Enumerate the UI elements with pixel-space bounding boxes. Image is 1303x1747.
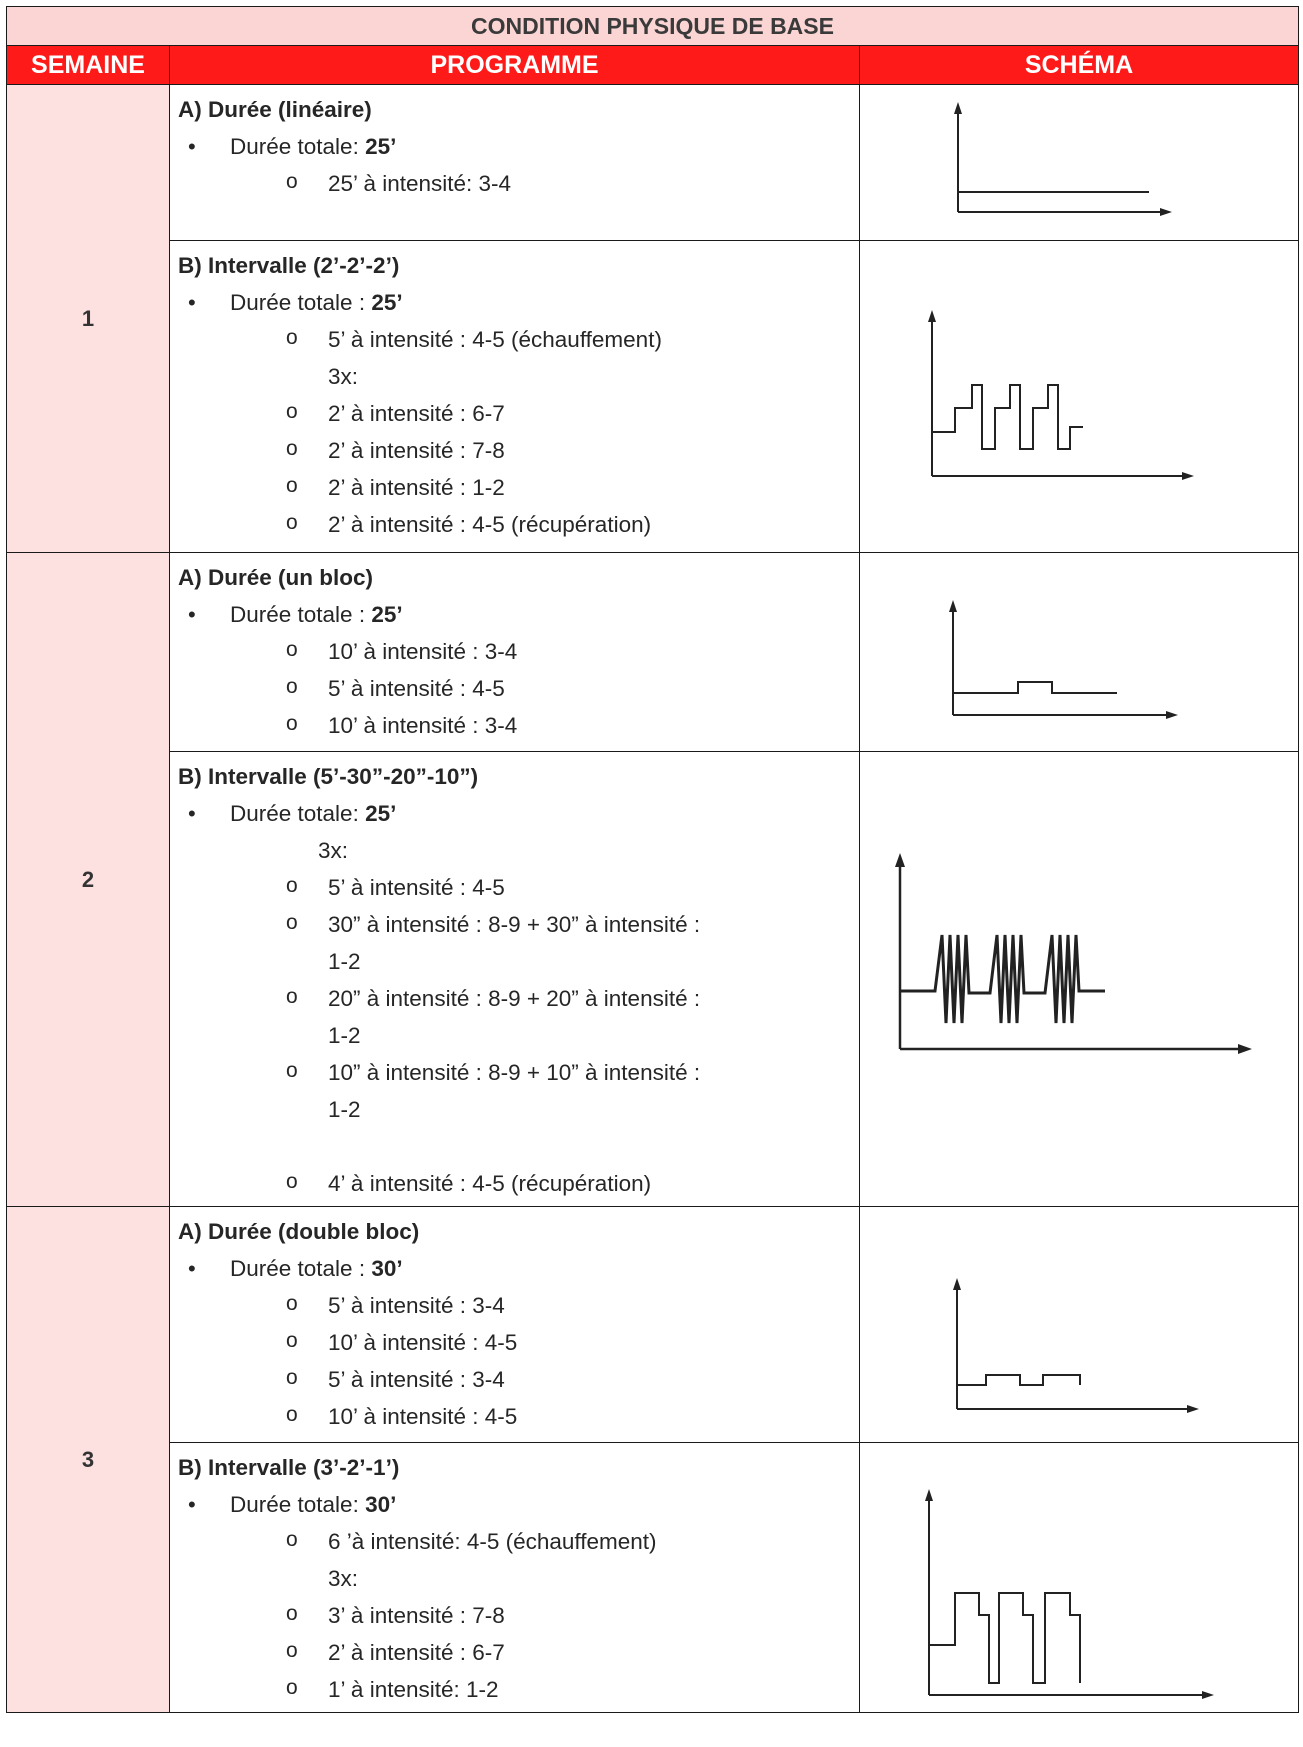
- list-item: 25’ à intensité: 3-4: [178, 163, 851, 202]
- table-row: 1 A) Durée (linéaire) Durée totale: 25’ …: [6, 84, 1299, 553]
- list-item: 20” à intensité : 8-9 + 20” à intensité …: [178, 978, 851, 1017]
- session-title: B) Intervalle (2’-2’-2’): [178, 253, 400, 278]
- list-item: 30” à intensité : 8-9 + 30” à intensité …: [178, 904, 851, 943]
- repeat-label: 3x:: [328, 364, 359, 389]
- session-cell: A) Durée (un bloc) Durée totale : 25’ 10…: [169, 552, 860, 752]
- total-duration: Durée totale : 30’: [178, 1250, 851, 1287]
- list-item: 10” à intensité : 8-9 + 10” à intensité …: [178, 1052, 851, 1091]
- table-row: B) Intervalle (5’-30”-20”-10”) Durée tot…: [7, 751, 1299, 1207]
- list-item: 10’ à intensité : 3-4: [178, 705, 851, 744]
- list-item: 2’ à intensité : 6-7: [178, 393, 851, 432]
- session-title: A) Durée (linéaire): [178, 97, 372, 122]
- total-duration: Durée totale: 30’: [178, 1486, 851, 1523]
- interval-intensity-diagram: [928, 310, 1194, 480]
- session-title: B) Intervalle (5’-30”-20”-10”): [178, 764, 479, 789]
- header-program: PROGRAMME: [169, 45, 860, 85]
- session-cell: B) Intervalle (3’-2’-1’) Durée totale: 3…: [169, 1442, 860, 1713]
- repeat-label: 3x:: [318, 838, 349, 863]
- interval-3-2-1-intensity-diagram: [925, 1489, 1214, 1699]
- schema-interval-3: [859, 1442, 1299, 1713]
- list-item: 5’ à intensité : 3-4: [178, 1285, 851, 1324]
- list-item-continuation: 1-2: [328, 949, 361, 974]
- total-duration: Durée totale : 25’: [178, 596, 851, 633]
- list-item: 5’ à intensité : 4-5: [178, 867, 851, 906]
- total-duration: Durée totale : 25’: [178, 284, 851, 321]
- list-item: 1’ à intensité: 1-2: [178, 1669, 851, 1708]
- header-schema: SCHÉMA: [859, 45, 1299, 85]
- schema-interval-2: [859, 751, 1299, 1207]
- week-label: 3: [6, 1206, 170, 1713]
- linear-intensity-diagram: [954, 102, 1172, 216]
- list-item: 5’ à intensité : 3-4: [178, 1359, 851, 1398]
- schema-interval-1: [859, 240, 1299, 553]
- total-duration: Durée totale: 25’: [178, 128, 851, 165]
- list-item: 4’ à intensité : 4-5 (récupération): [178, 1163, 851, 1202]
- schema-linear: [859, 84, 1299, 241]
- list-item: 6 ’à intensité: 4-5 (échauffement): [178, 1521, 851, 1560]
- one-block-intensity-diagram: [949, 600, 1178, 719]
- session-title: A) Durée (double bloc): [178, 1219, 420, 1244]
- spacer: [178, 1128, 851, 1165]
- header-week: SEMAINE: [6, 45, 170, 85]
- list-item: 2’ à intensité : 1-2: [178, 467, 851, 506]
- double-block-intensity-diagram: [953, 1278, 1199, 1413]
- week-label: 2: [6, 552, 170, 1207]
- table-row: B) Intervalle (2’-2’-2’) Durée totale : …: [7, 240, 1299, 553]
- list-item: 5’ à intensité : 4-5 (échauffement): [178, 319, 851, 358]
- program-table-container: CONDITION PHYSIQUE DE BASE SEMAINE PROGR…: [6, 6, 1299, 1742]
- repeat-label: 3x:: [328, 1566, 359, 1591]
- session-title: A) Durée (un bloc): [178, 565, 373, 590]
- list-item-continuation: 1-2: [328, 1023, 361, 1048]
- table-row: 2 A) Durée (un bloc) Durée totale : 25’ …: [6, 552, 1299, 1207]
- total-duration: Durée totale: 25’: [178, 795, 851, 832]
- table-row: 3 A) Durée (double bloc) Durée totale : …: [6, 1206, 1299, 1713]
- session-cell: A) Durée (double bloc) Durée totale : 30…: [169, 1206, 860, 1443]
- session-cell: A) Durée (linéaire) Durée totale: 25’ 25…: [169, 84, 860, 241]
- schema-double-block: [859, 1206, 1299, 1443]
- list-item-continuation: 1-2: [328, 1097, 361, 1122]
- list-item: 5’ à intensité : 4-5: [178, 668, 851, 707]
- session-cell: B) Intervalle (2’-2’-2’) Durée totale : …: [169, 240, 860, 553]
- list-item: 2’ à intensité : 6-7: [178, 1632, 851, 1671]
- list-item: 10’ à intensité : 4-5: [178, 1322, 851, 1361]
- list-item: 3’ à intensité : 7-8: [178, 1595, 851, 1634]
- week-label: 1: [6, 84, 170, 553]
- list-item: 2’ à intensité : 7-8: [178, 430, 851, 469]
- sprint-interval-intensity-diagram: [895, 853, 1252, 1054]
- table-row: B) Intervalle (3’-2’-1’) Durée totale: 3…: [7, 1442, 1299, 1713]
- session-cell: B) Intervalle (5’-30”-20”-10”) Durée tot…: [169, 751, 860, 1207]
- table-title: CONDITION PHYSIQUE DE BASE: [6, 6, 1299, 46]
- schema-one-block: [859, 552, 1299, 752]
- program-table: CONDITION PHYSIQUE DE BASE SEMAINE PROGR…: [6, 6, 1299, 1713]
- list-item: 2’ à intensité : 4-5 (récupération): [178, 504, 851, 543]
- list-item: 10’ à intensité : 4-5: [178, 1396, 851, 1435]
- session-title: B) Intervalle (3’-2’-1’): [178, 1455, 400, 1480]
- list-item: 10’ à intensité : 3-4: [178, 631, 851, 670]
